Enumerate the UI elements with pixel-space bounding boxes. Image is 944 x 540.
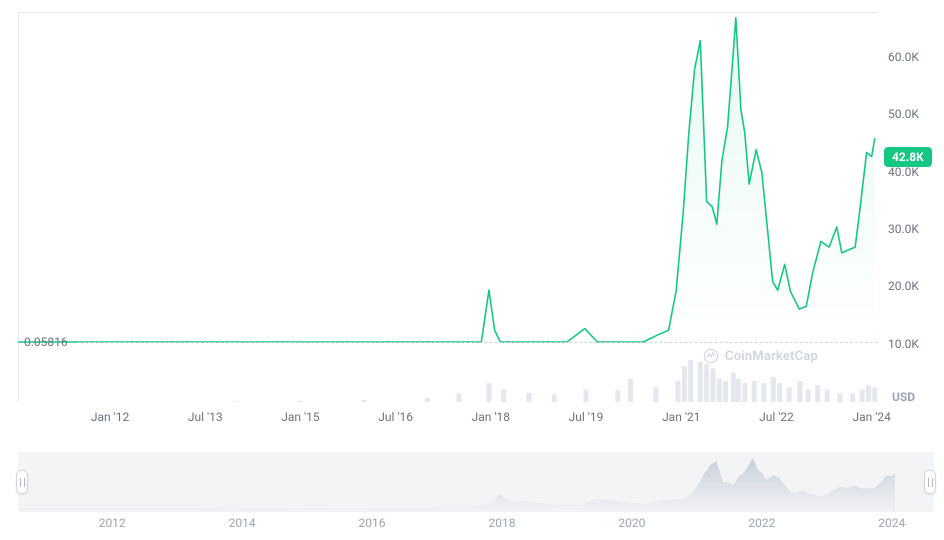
range-x-tick-label: 2024 (878, 516, 905, 530)
range-mini-chart (18, 452, 934, 512)
x-tick-label: Jan '21 (662, 410, 700, 424)
watermark: CoinMarketCap (703, 348, 818, 364)
y-tick-label: 20.0K (888, 279, 919, 293)
range-handle-right[interactable] (924, 470, 936, 494)
range-x-tick-label: 2022 (748, 516, 775, 530)
start-value-label: 0.05816 (24, 335, 68, 349)
start-value-dashed-line (78, 342, 878, 343)
range-selector[interactable] (18, 452, 934, 512)
x-tick-label: Jan '18 (472, 410, 510, 424)
y-tick-label: 50.0K (888, 107, 919, 121)
range-x-tick-label: 2020 (618, 516, 645, 530)
y-tick-label: 30.0K (888, 222, 919, 236)
x-tick-label: Jul '22 (759, 410, 794, 424)
coinmarketcap-icon (703, 348, 719, 364)
range-x-tick-label: 2016 (359, 516, 386, 530)
current-price-badge: 42.8K (884, 147, 932, 167)
x-tick-label: Jul '16 (378, 410, 413, 424)
price-line-svg (0, 0, 944, 404)
y-tick-label: 10.0K (888, 337, 919, 351)
currency-label: USD (892, 390, 915, 404)
x-tick-label: Jul '13 (188, 410, 223, 424)
price-chart-container: 10.0K 20.0K 30.0K 40.0K 50.0K 60.0K Jan '12 Ju… (0, 0, 944, 540)
y-tick-label: 60.0K (888, 50, 919, 64)
x-tick-label: Jul '19 (569, 410, 604, 424)
range-handle-left[interactable] (16, 470, 28, 494)
y-tick-label: 40.0K (888, 165, 919, 179)
x-tick-label: Jan '12 (91, 410, 129, 424)
range-x-tick-label: 2018 (488, 516, 515, 530)
range-x-tick-label: 2012 (99, 516, 126, 530)
x-tick-label: Jan '24 (852, 410, 890, 424)
range-x-tick-label: 2014 (229, 516, 256, 530)
watermark-text: CoinMarketCap (725, 349, 818, 364)
x-tick-label: Jan '15 (281, 410, 319, 424)
